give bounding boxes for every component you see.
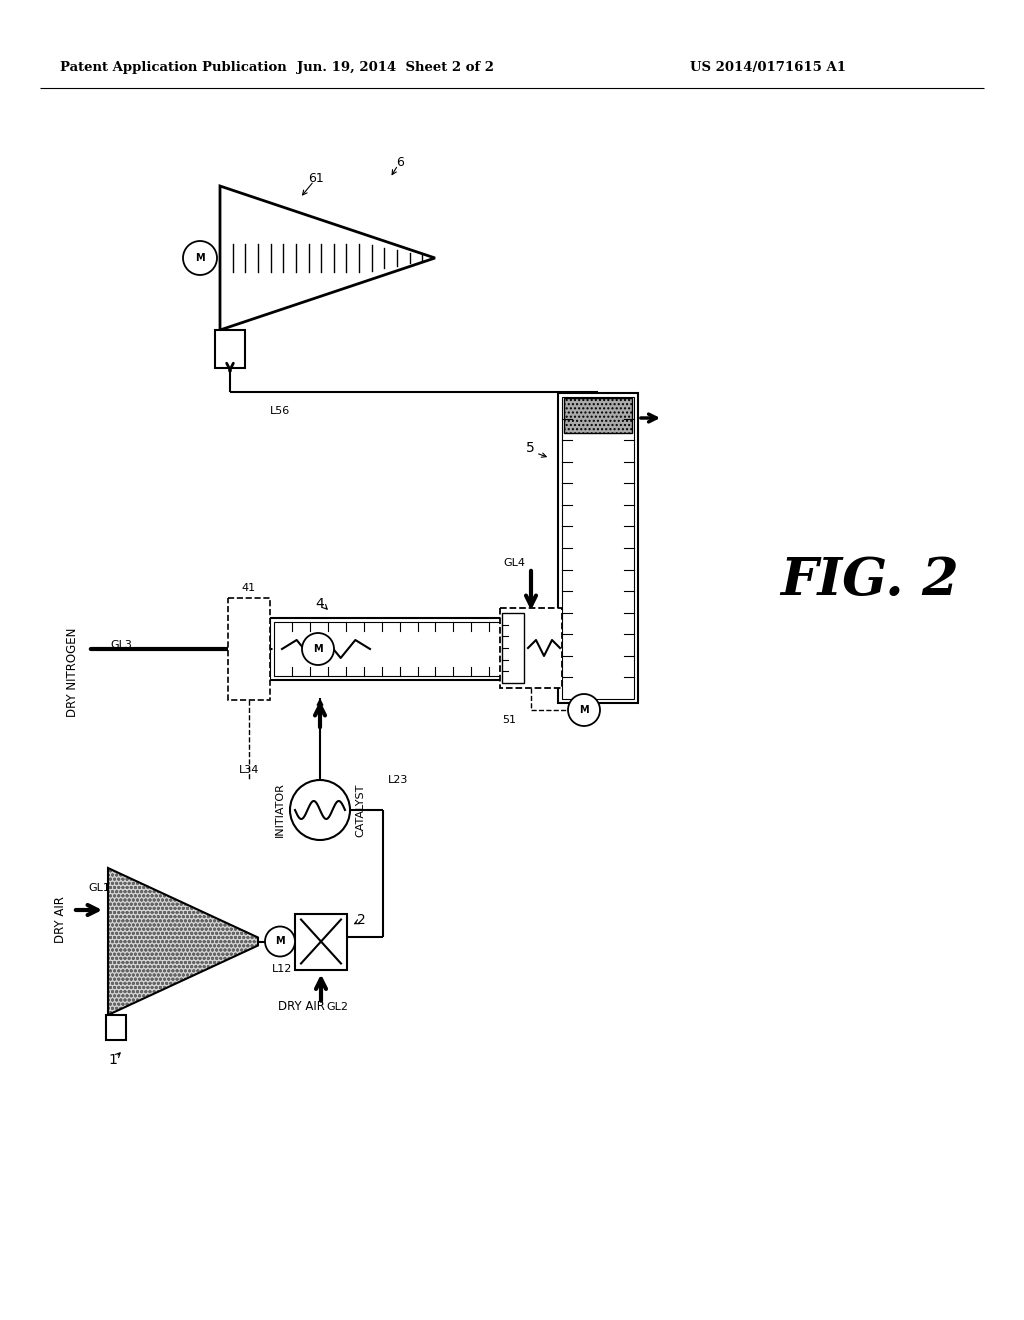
Text: DRY NITROGEN: DRY NITROGEN [66, 627, 79, 717]
Bar [562, 397, 634, 700]
Text: M: M [275, 936, 285, 946]
Text: M: M [580, 705, 589, 715]
Text: Patent Application Publication: Patent Application Publication [60, 62, 287, 74]
Text: GL2: GL2 [326, 1002, 348, 1011]
Text: L12: L12 [271, 964, 292, 974]
Text: L23: L23 [388, 775, 409, 785]
Text: L34: L34 [239, 766, 259, 775]
Polygon shape [220, 186, 435, 330]
Text: 61: 61 [308, 172, 324, 185]
Text: GL1: GL1 [88, 883, 110, 894]
Text: CATALYST: CATALYST [355, 783, 365, 837]
Text: GL3: GL3 [110, 640, 132, 649]
Text: FIG. 2: FIG. 2 [780, 554, 958, 606]
Bar [215, 330, 245, 368]
Bar [295, 913, 347, 969]
Text: 1: 1 [109, 1053, 118, 1067]
Circle shape [568, 694, 600, 726]
Polygon shape [108, 869, 258, 1015]
Text: DRY AIR: DRY AIR [53, 896, 67, 944]
Text: M: M [313, 644, 323, 653]
Bar [564, 399, 632, 433]
Bar [500, 609, 562, 688]
Text: 2: 2 [356, 912, 366, 927]
Text: 5: 5 [525, 441, 535, 455]
Text: US 2014/0171615 A1: US 2014/0171615 A1 [690, 62, 846, 74]
Text: 6: 6 [396, 156, 403, 169]
Bar [270, 618, 565, 680]
Circle shape [302, 634, 334, 665]
Text: 41: 41 [242, 583, 256, 593]
Circle shape [265, 927, 295, 957]
Text: 51: 51 [502, 715, 516, 725]
Bar [558, 393, 638, 704]
Text: Jun. 19, 2014  Sheet 2 of 2: Jun. 19, 2014 Sheet 2 of 2 [297, 62, 494, 74]
Text: INITIATOR: INITIATOR [275, 783, 285, 837]
Circle shape [183, 242, 217, 275]
Text: L56: L56 [270, 407, 290, 416]
Bar [106, 1015, 126, 1040]
Circle shape [290, 780, 350, 840]
Text: GL4: GL4 [503, 558, 525, 568]
Text: DRY AIR: DRY AIR [278, 1001, 325, 1012]
Text: 4: 4 [315, 597, 325, 611]
Bar [502, 612, 524, 682]
Bar [274, 622, 561, 676]
Text: M: M [196, 253, 205, 263]
Bar [228, 598, 270, 700]
